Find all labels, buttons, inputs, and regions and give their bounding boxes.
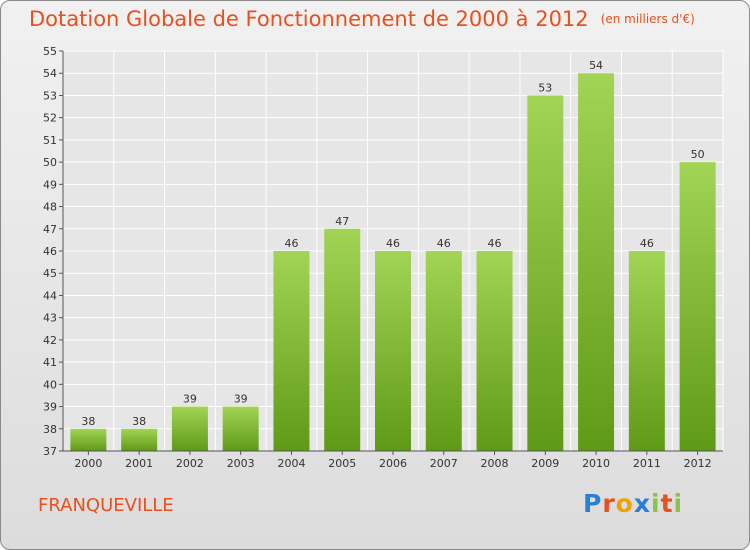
x-tick-label: 2011: [633, 457, 661, 470]
data-label: 46: [488, 237, 502, 250]
x-tick-label: 2005: [328, 457, 356, 470]
bar: [171, 406, 208, 451]
bars: [70, 73, 716, 451]
x-tick-label: 2007: [430, 457, 458, 470]
data-label: 50: [691, 148, 705, 161]
data-label: 47: [335, 215, 349, 228]
y-tick-label: 46: [43, 245, 57, 258]
x-tick-label: 2006: [379, 457, 407, 470]
proxiti-logo: Proxiti: [583, 489, 684, 518]
y-tick-label: 47: [43, 223, 57, 236]
bar: [476, 251, 513, 451]
y-tick-label: 39: [43, 401, 57, 414]
y-tick-label: 50: [43, 156, 57, 169]
y-tick-label: 40: [43, 378, 57, 391]
x-tick-label: 2003: [227, 457, 255, 470]
y-tick-label: 41: [43, 356, 57, 369]
bar: [628, 251, 665, 451]
bar: [578, 73, 615, 451]
y-tick-label: 43: [43, 312, 57, 325]
data-label: 54: [589, 59, 603, 72]
tick-labels: 37 38 39 40 41 42 43 44 45 46 47 48 49 50 51 52 53 54 55 38…: [43, 45, 712, 470]
bar: [425, 251, 462, 451]
data-label: 46: [386, 237, 400, 250]
y-tick-label: 51: [43, 134, 57, 147]
bar: [679, 162, 716, 451]
y-tick-label: 54: [43, 67, 57, 80]
x-tick-label: 2002: [176, 457, 204, 470]
data-label: 53: [538, 81, 552, 94]
bar: [70, 428, 107, 451]
x-tick-label: 2000: [74, 457, 102, 470]
chart-title-text: Dotation Globale de Fonctionnement de 20…: [29, 7, 589, 31]
bar: [121, 428, 158, 451]
y-tick-label: 45: [43, 267, 57, 280]
y-tick-label: 55: [43, 45, 57, 58]
bar: [222, 406, 259, 451]
chart-title: Dotation Globale de Fonctionnement de 20…: [29, 7, 695, 31]
y-tick-label: 42: [43, 334, 57, 347]
x-tick-label: 2010: [582, 457, 610, 470]
data-label: 46: [437, 237, 451, 250]
bar: [527, 95, 564, 451]
bar: [324, 228, 361, 451]
x-tick-label: 2001: [125, 457, 153, 470]
bar: [273, 251, 310, 451]
y-tick-label: 52: [43, 112, 57, 125]
x-tick-label: 2008: [481, 457, 509, 470]
x-tick-label: 2004: [277, 457, 305, 470]
x-tick-label: 2009: [531, 457, 559, 470]
y-tick-label: 38: [43, 423, 57, 436]
data-label: 38: [132, 415, 146, 428]
y-tick-label: 37: [43, 445, 57, 458]
data-label: 39: [234, 393, 248, 406]
axes: [59, 50, 723, 455]
y-tick-label: 49: [43, 178, 57, 191]
data-label: 38: [81, 415, 95, 428]
commune-name: FRANQUEVILLE: [38, 495, 174, 516]
data-label: 46: [640, 237, 654, 250]
y-tick-label: 48: [43, 201, 57, 214]
data-label: 39: [183, 393, 197, 406]
x-tick-label: 2012: [684, 457, 712, 470]
y-tick-label: 53: [43, 89, 57, 102]
data-label: 46: [284, 237, 298, 250]
y-tick-label: 44: [43, 289, 57, 302]
bar: [375, 251, 411, 451]
chart-unit: (en milliers d'€): [600, 12, 695, 26]
